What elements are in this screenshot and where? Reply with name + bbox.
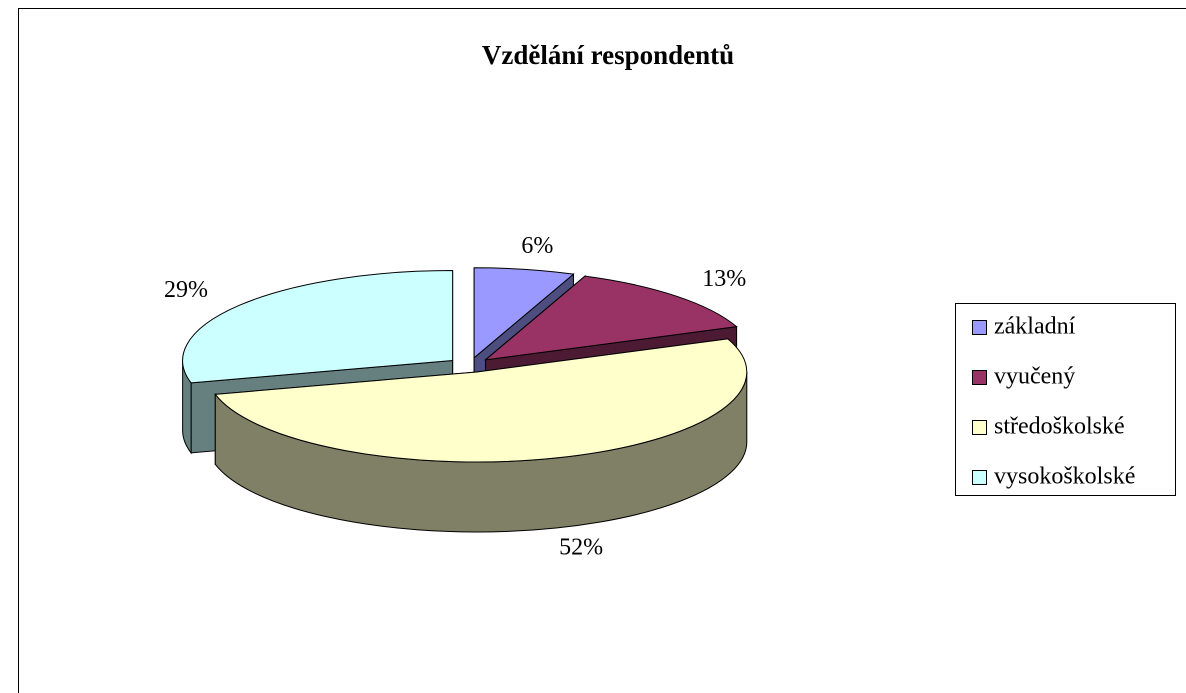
slice <box>473 267 575 359</box>
legend-swatch <box>972 470 987 485</box>
legend-label: vyučený <box>994 364 1075 390</box>
legend-label: vysokoškolské <box>994 464 1135 490</box>
slice <box>214 338 748 463</box>
data-label: 6% <box>521 233 553 259</box>
legend-swatch <box>972 320 987 335</box>
data-label: 29% <box>164 277 208 303</box>
legend-swatch <box>972 420 987 435</box>
legend-label: základní <box>994 314 1076 340</box>
legend-swatch <box>972 370 987 385</box>
legend-label: středoškolské <box>994 414 1125 440</box>
legend-box <box>955 303 1176 496</box>
data-label: 13% <box>702 266 746 292</box>
chart-title: Vzdělání respondentů <box>482 40 734 70</box>
slice <box>182 270 454 384</box>
data-label: 52% <box>559 534 603 560</box>
slice <box>483 275 738 361</box>
